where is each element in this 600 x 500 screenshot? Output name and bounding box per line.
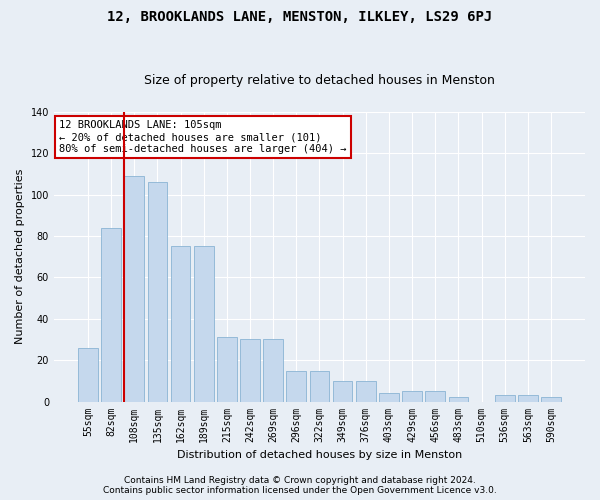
Bar	[356, 381, 376, 402]
Bar	[263, 340, 283, 402]
Bar	[124, 176, 144, 402]
Bar	[541, 398, 561, 402]
Bar	[518, 396, 538, 402]
Bar	[240, 340, 260, 402]
Bar	[217, 338, 236, 402]
X-axis label: Distribution of detached houses by size in Menston: Distribution of detached houses by size …	[177, 450, 462, 460]
Bar	[402, 391, 422, 402]
Bar	[286, 370, 306, 402]
Bar	[101, 228, 121, 402]
Bar	[333, 381, 352, 402]
Bar	[425, 391, 445, 402]
Text: 12 BROOKLANDS LANE: 105sqm
← 20% of detached houses are smaller (101)
80% of sem: 12 BROOKLANDS LANE: 105sqm ← 20% of deta…	[59, 120, 347, 154]
Text: Contains HM Land Registry data © Crown copyright and database right 2024.
Contai: Contains HM Land Registry data © Crown c…	[103, 476, 497, 495]
Y-axis label: Number of detached properties: Number of detached properties	[15, 169, 25, 344]
Bar	[495, 396, 515, 402]
Bar	[194, 246, 214, 402]
Bar	[78, 348, 98, 402]
Bar	[379, 394, 399, 402]
Bar	[148, 182, 167, 402]
Title: Size of property relative to detached houses in Menston: Size of property relative to detached ho…	[144, 74, 495, 87]
Bar	[170, 246, 190, 402]
Bar	[310, 370, 329, 402]
Bar	[449, 398, 468, 402]
Text: 12, BROOKLANDS LANE, MENSTON, ILKLEY, LS29 6PJ: 12, BROOKLANDS LANE, MENSTON, ILKLEY, LS…	[107, 10, 493, 24]
